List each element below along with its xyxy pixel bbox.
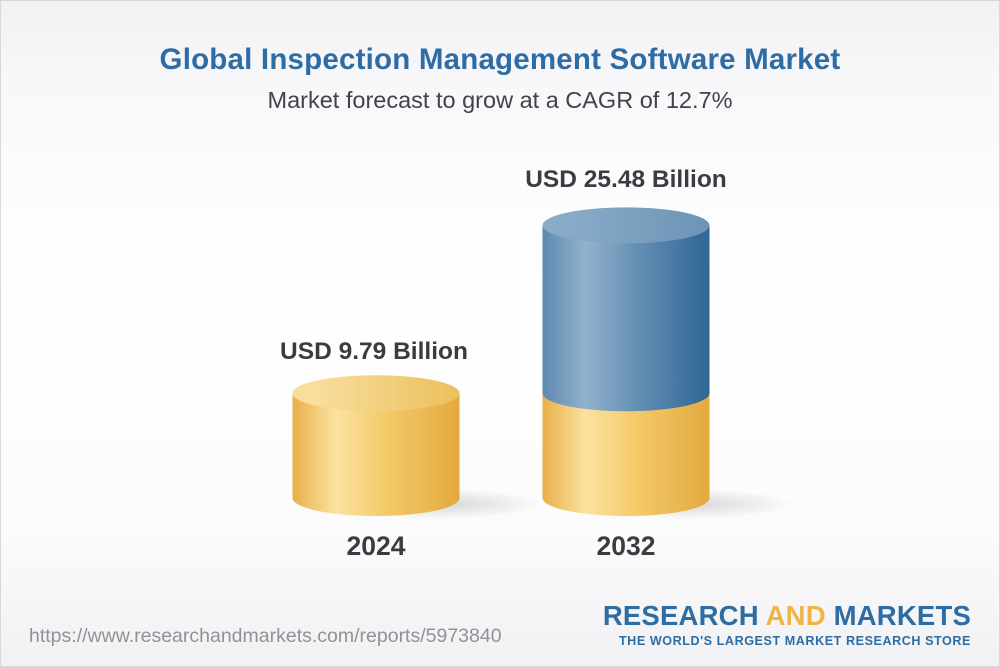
logo-tagline: THE WORLD'S LARGEST MARKET RESEARCH STOR… bbox=[618, 633, 971, 648]
cylinder-segment-2032-0 bbox=[542, 393, 710, 516]
cylinder-cap-2032 bbox=[542, 207, 710, 244]
report-url: https://www.researchandmarkets.com/repor… bbox=[29, 625, 502, 647]
cylinder-segment-2032-1 bbox=[542, 225, 710, 412]
research-and-markets-logo: RESEARCH AND MARKETS THE WORLD'S LARGEST… bbox=[602, 600, 971, 648]
logo-wordmark: RESEARCH AND MARKETS bbox=[602, 600, 971, 632]
page-title: Global Inspection Management Software Ma… bbox=[159, 43, 841, 76]
year-label-2032: 2032 bbox=[596, 531, 656, 561]
cylinder-cap-2024 bbox=[292, 375, 460, 412]
page-subtitle: Market forecast to grow at a CAGR of 12.… bbox=[267, 87, 733, 113]
value-label-2032: USD 25.48 Billion bbox=[525, 166, 727, 193]
logo-word-research: RESEARCH bbox=[602, 600, 759, 631]
year-label-2024: 2024 bbox=[346, 531, 406, 561]
logo-word-and: AND bbox=[765, 600, 826, 631]
cylinder-segment-2024-0 bbox=[292, 393, 460, 516]
logo-word-markets: MARKETS bbox=[833, 600, 971, 631]
value-label-2024: USD 9.79 Billion bbox=[280, 338, 468, 365]
